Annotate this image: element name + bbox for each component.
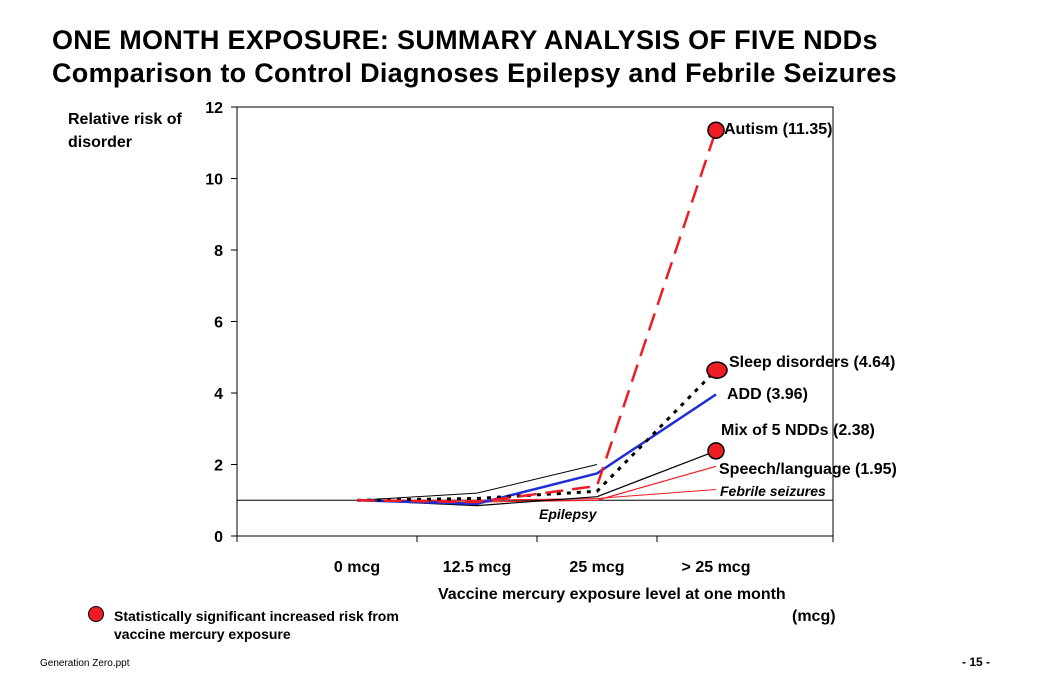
significance-markers xyxy=(706,121,728,460)
y-axis-ticks: 0 2 4 6 8 10 12 xyxy=(205,100,237,546)
x-tick-label: 25 mcg xyxy=(569,559,624,576)
significance-marker-autism xyxy=(707,121,725,139)
footer-filename: Generation Zero.ppt xyxy=(40,658,130,669)
chart-series xyxy=(356,129,718,507)
y-tick-label: 6 xyxy=(214,315,223,332)
y-tick-label: 10 xyxy=(205,172,223,189)
x-axis-label: Vaccine mercury exposure level at one mo… xyxy=(438,586,786,603)
label-speech-language: Speech/language (1.95) xyxy=(719,461,897,478)
significance-marker-sleep xyxy=(706,361,728,379)
series-labels: Autism (11.35) Sleep disorders (4.64) ADD … xyxy=(539,121,897,522)
page-number: - 15 - xyxy=(962,655,991,669)
legend-text: Statistically significant increased risk… xyxy=(114,608,399,642)
series-line-autism xyxy=(356,129,718,504)
y-axis-label: Relative risk of disorder xyxy=(68,111,182,151)
y-tick-label: 2 xyxy=(214,458,223,475)
y-tick-label: 4 xyxy=(214,386,223,403)
series-line-add xyxy=(356,393,717,506)
series-line-epilepsy xyxy=(356,464,598,501)
x-tick-label: 0 mcg xyxy=(334,559,380,576)
x-tick-label: 12.5 mcg xyxy=(443,559,511,576)
series-line-sleep-disorders xyxy=(356,369,718,502)
label-febrile-seizures: Febrile seizures xyxy=(720,483,826,499)
label-sleep-disorders: Sleep disorders (4.64) xyxy=(729,354,895,371)
x-axis-unit: (mcg) xyxy=(792,608,836,625)
label-autism: Autism (11.35) xyxy=(724,121,832,138)
y-tick-label: 8 xyxy=(214,243,223,260)
title-line-1: ONE MONTH EXPOSURE: SUMMARY ANALYSIS OF … xyxy=(52,25,878,55)
label-add: ADD (3.96) xyxy=(727,386,808,403)
label-epilepsy: Epilepsy xyxy=(539,506,598,522)
slide-title: ONE MONTH EXPOSURE: SUMMARY ANALYSIS OF … xyxy=(52,24,897,90)
y-tick-label: 12 xyxy=(205,100,223,117)
title-line-2: Comparison to Control Diagnoses Epilepsy… xyxy=(52,58,897,88)
x-axis-ticks: 0 mcg 12.5 mcg 25 mcg > 25 mcg xyxy=(236,536,834,576)
significance-marker-mix-of-5-ndds xyxy=(707,442,725,460)
label-mix-of-5-ndds: Mix of 5 NDDs (2.38) xyxy=(721,422,875,439)
significance-dot-icon xyxy=(88,606,104,622)
x-tick-label: > 25 mcg xyxy=(682,559,751,576)
y-tick-label: 0 xyxy=(214,529,223,546)
